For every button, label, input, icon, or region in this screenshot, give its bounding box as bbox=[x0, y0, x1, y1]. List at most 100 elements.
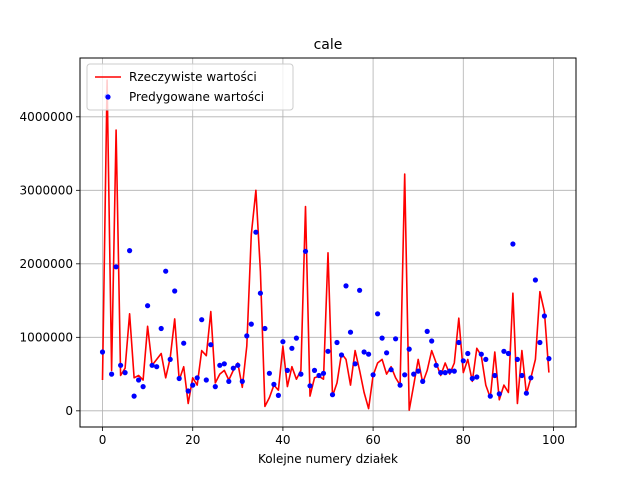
data-point-predicted bbox=[203, 377, 209, 383]
data-point-predicted bbox=[469, 375, 475, 382]
data-point-predicted bbox=[546, 356, 552, 362]
data-point-predicted bbox=[149, 362, 155, 368]
data-point-predicted bbox=[316, 372, 322, 379]
data-point-predicted bbox=[181, 340, 187, 346]
y-tick-label: 0 bbox=[65, 404, 73, 418]
legend-box bbox=[86, 63, 294, 111]
legend-entry-actual: Rzeczywiste wartości bbox=[129, 70, 257, 84]
data-point-predicted bbox=[514, 356, 521, 362]
data-point-predicted bbox=[456, 339, 462, 346]
data-point-predicted bbox=[366, 351, 372, 357]
data-point-predicted bbox=[127, 248, 133, 254]
data-point-predicted bbox=[208, 342, 214, 348]
data-point-predicted bbox=[406, 346, 412, 352]
data-point-predicted bbox=[284, 367, 290, 373]
data-point-predicted bbox=[307, 383, 313, 389]
plot-area bbox=[99, 79, 552, 411]
data-point-predicted bbox=[361, 349, 367, 355]
x-axis-label: Kolejne numery działek bbox=[258, 452, 398, 466]
data-point-predicted bbox=[271, 381, 277, 387]
y-tick-label: 1000000 bbox=[20, 330, 73, 344]
data-point-predicted bbox=[460, 358, 466, 364]
data-point-predicted bbox=[451, 368, 457, 374]
ticks: 0 20 40 60 80 100 0 1000000 2000000 3000000 400000… bbox=[20, 110, 565, 447]
data-point-predicted bbox=[492, 372, 498, 379]
data-point-predicted bbox=[158, 325, 164, 332]
data-point-predicted bbox=[311, 367, 318, 373]
data-point-predicted bbox=[217, 362, 223, 368]
data-point-predicted bbox=[505, 350, 511, 357]
data-point-predicted bbox=[199, 317, 205, 323]
y-tick-label: 3000000 bbox=[20, 183, 73, 197]
data-point-predicted bbox=[176, 375, 182, 382]
legend: Rzeczywiste wartości Predygowane wartośc… bbox=[86, 63, 294, 111]
data-point-predicted bbox=[194, 375, 200, 381]
data-point-predicted bbox=[370, 372, 376, 378]
x-tick-label: 40 bbox=[275, 433, 290, 447]
data-point-predicted bbox=[375, 311, 381, 317]
data-point-predicted bbox=[438, 370, 444, 376]
data-point-predicted bbox=[275, 392, 281, 398]
data-point-predicted bbox=[257, 290, 263, 296]
data-point-predicted bbox=[172, 288, 178, 294]
data-point-predicted bbox=[411, 371, 417, 377]
data-point-predicted bbox=[131, 393, 137, 399]
x-tick-label: 80 bbox=[456, 433, 471, 447]
data-point-predicted bbox=[230, 365, 236, 371]
data-point-predicted bbox=[293, 335, 299, 341]
data-point-predicted bbox=[221, 361, 227, 367]
data-point-predicted bbox=[352, 361, 358, 367]
data-point-predicted bbox=[496, 391, 502, 397]
data-point-predicted bbox=[226, 378, 232, 384]
data-point-predicted bbox=[379, 335, 385, 341]
data-point-predicted bbox=[118, 362, 124, 368]
data-point-predicted bbox=[248, 321, 254, 327]
data-point-predicted bbox=[185, 388, 191, 394]
data-point-predicted bbox=[433, 362, 439, 368]
data-point-predicted bbox=[329, 392, 336, 398]
data-point-predicted bbox=[397, 382, 403, 388]
data-point-predicted bbox=[357, 287, 363, 293]
data-point-predicted bbox=[523, 390, 530, 396]
data-point-predicted bbox=[320, 370, 327, 376]
series-line-actual bbox=[101, 79, 550, 411]
plot-frame bbox=[79, 57, 577, 428]
data-point-predicted bbox=[163, 268, 169, 274]
data-point-predicted bbox=[442, 370, 448, 376]
data-point-predicted bbox=[253, 229, 259, 235]
data-point-predicted bbox=[334, 339, 340, 346]
data-point-predicted bbox=[532, 277, 539, 283]
chart-title: cale bbox=[314, 37, 343, 53]
data-point-predicted bbox=[384, 350, 390, 356]
y-tick-label: 4000000 bbox=[20, 110, 73, 124]
data-point-predicted bbox=[140, 384, 146, 390]
x-tick-label: 60 bbox=[365, 433, 380, 447]
data-point-predicted bbox=[483, 356, 489, 362]
data-point-predicted bbox=[474, 374, 480, 380]
data-point-predicted bbox=[99, 349, 106, 355]
data-point-predicted bbox=[541, 313, 548, 319]
data-point-predicted bbox=[109, 371, 115, 377]
data-point-predicted bbox=[478, 351, 484, 357]
data-point-predicted bbox=[154, 364, 160, 370]
x-tick-label: 0 bbox=[99, 433, 107, 447]
data-point-predicted bbox=[338, 352, 345, 358]
data-point-predicted bbox=[347, 329, 354, 335]
data-point-predicted bbox=[429, 338, 435, 344]
data-point-predicted bbox=[343, 283, 349, 289]
data-point-predicted bbox=[244, 333, 250, 339]
data-point-predicted bbox=[415, 368, 421, 374]
x-tick-label: 100 bbox=[542, 433, 565, 447]
data-point-predicted bbox=[289, 345, 295, 351]
y-tick-label: 2000000 bbox=[20, 257, 73, 271]
data-point-predicted bbox=[167, 356, 173, 362]
data-point-predicted bbox=[262, 325, 268, 332]
data-point-predicted bbox=[402, 372, 408, 378]
data-point-predicted bbox=[280, 339, 286, 345]
data-point-predicted bbox=[465, 350, 471, 357]
data-point-predicted bbox=[325, 348, 331, 354]
data-point-predicted bbox=[302, 248, 309, 254]
data-point-predicted bbox=[519, 372, 525, 379]
data-point-predicted bbox=[145, 303, 151, 309]
data-point-predicted bbox=[424, 328, 430, 334]
